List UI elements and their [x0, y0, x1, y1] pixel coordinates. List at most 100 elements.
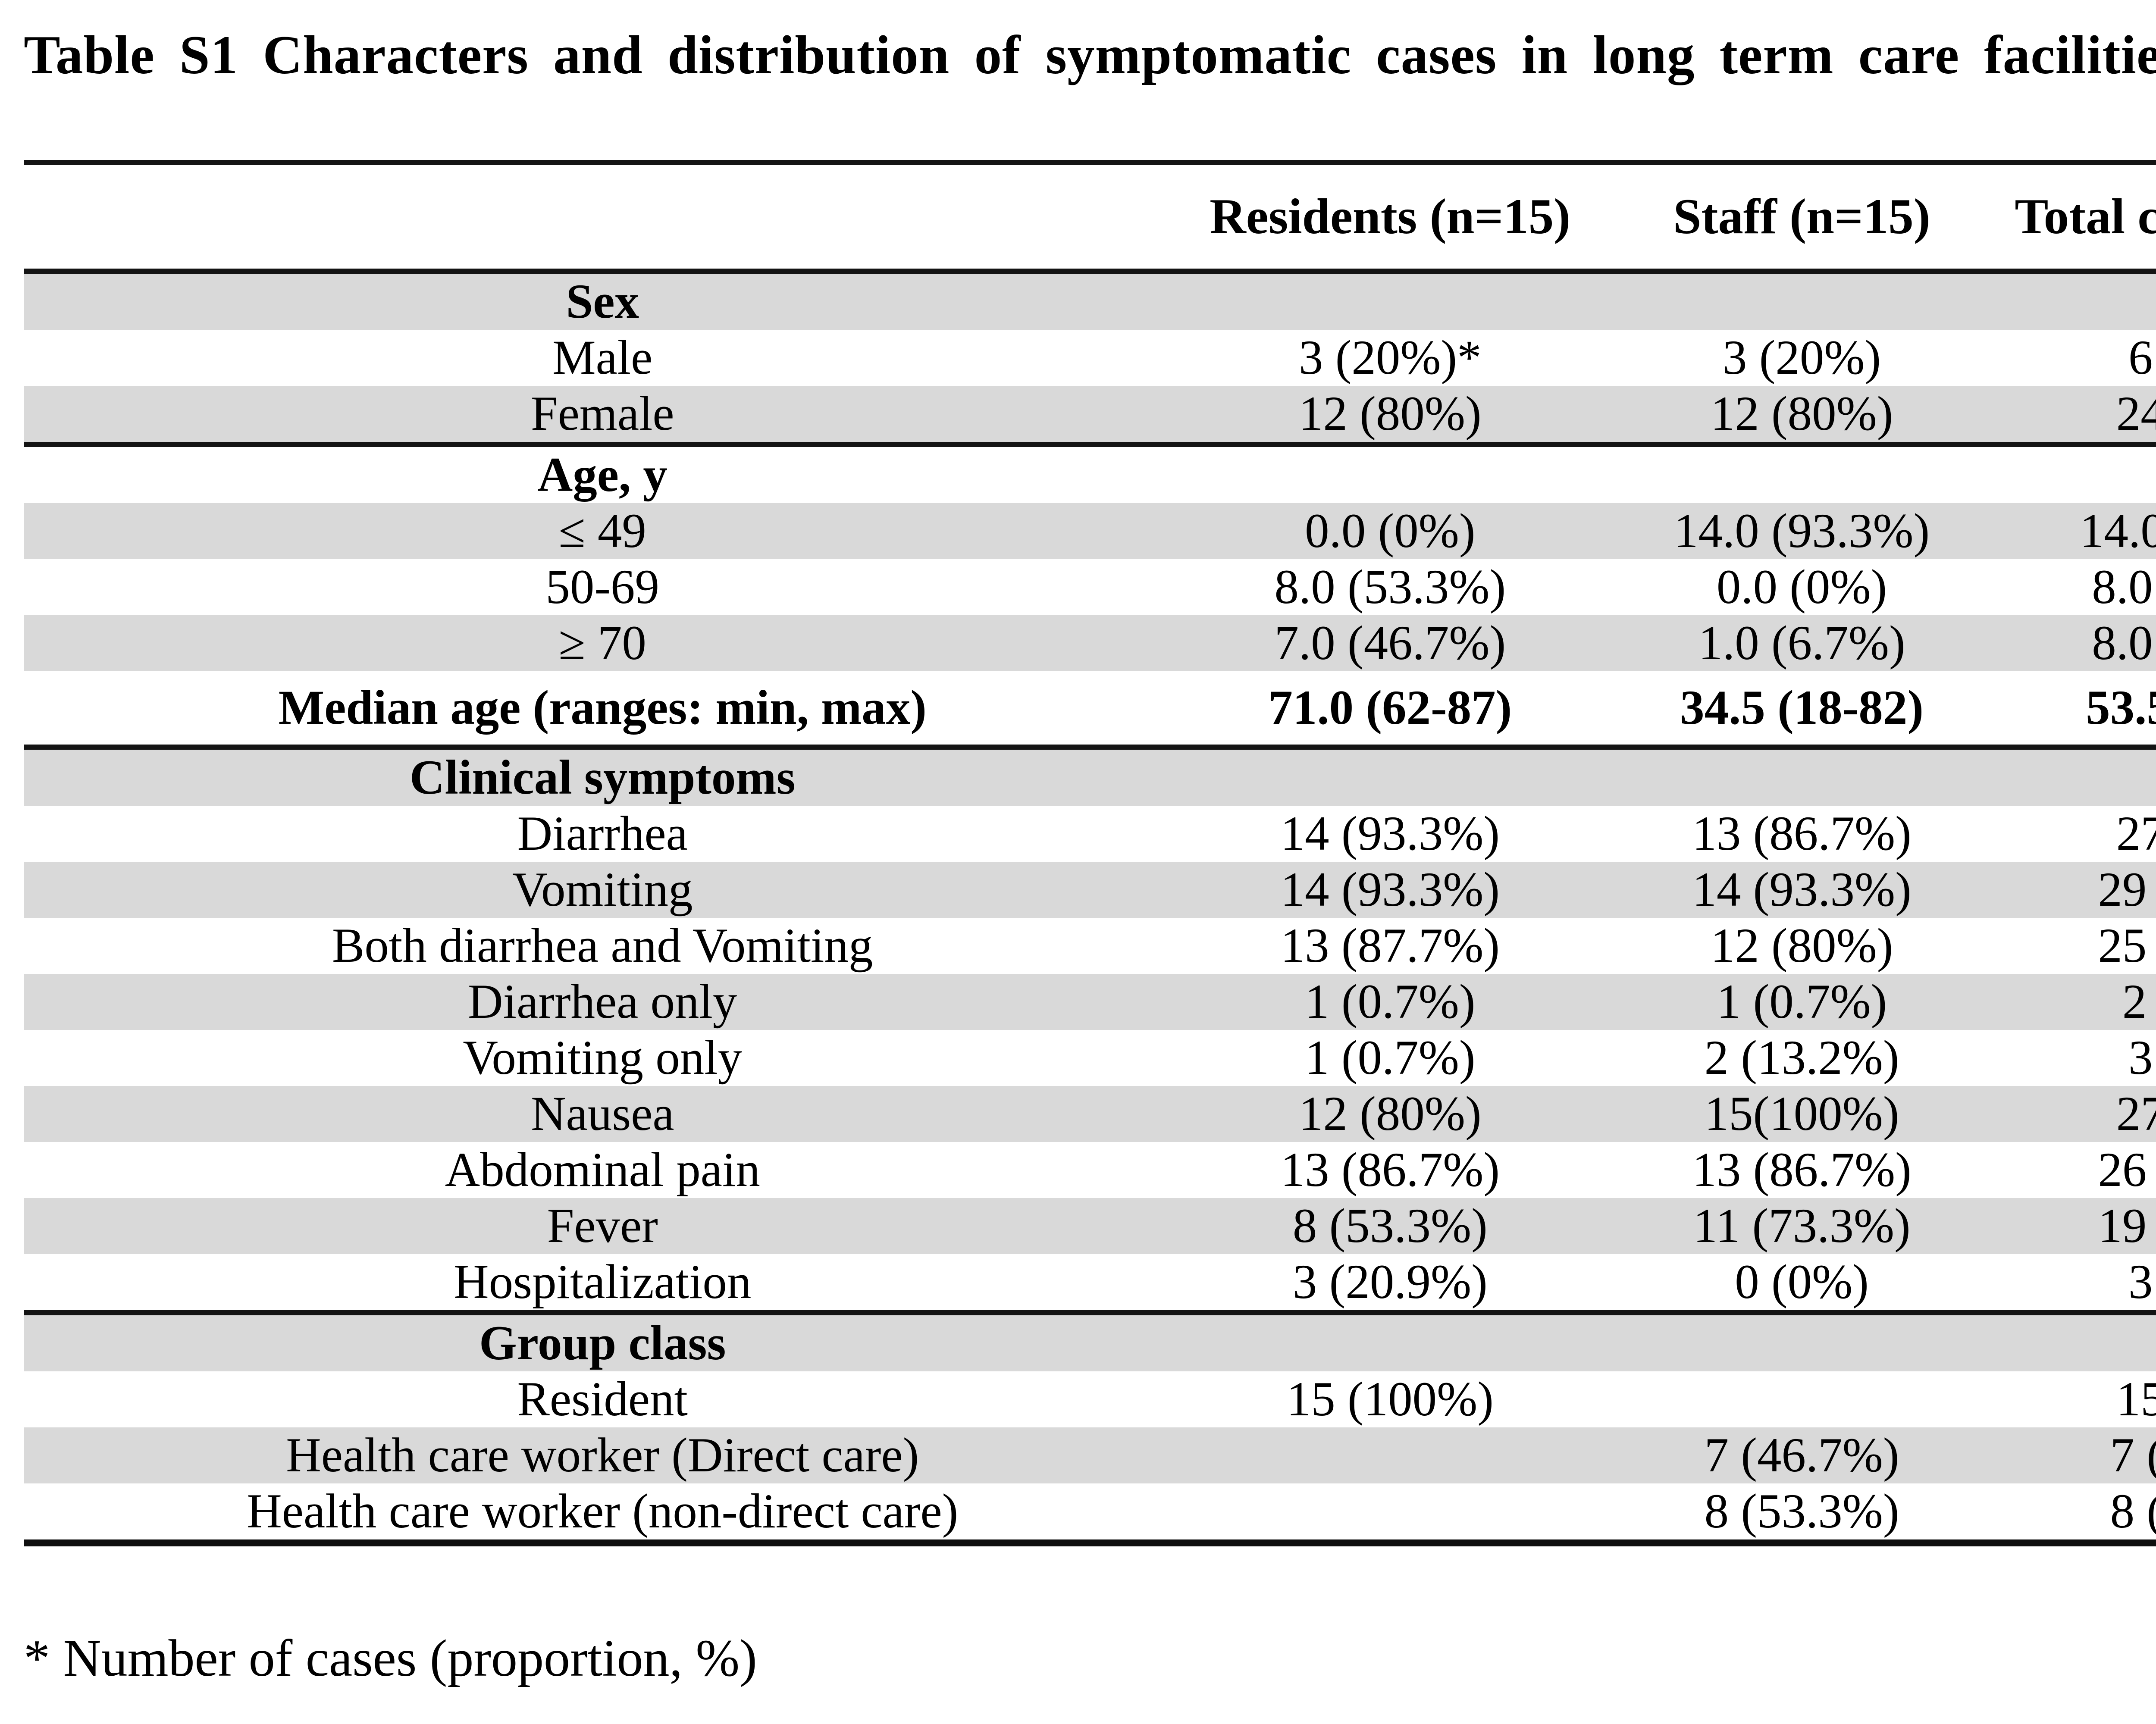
value-cell: 7 (46.7%) — [1599, 1427, 2005, 1484]
row-label: Resident — [24, 1371, 1181, 1428]
empty-cell — [1599, 1310, 2005, 1372]
row-label: Health care worker (Direct care) — [24, 1427, 1181, 1484]
characteristics-table: Residents (n=15) Staff (n=15) Total case… — [24, 160, 2156, 1547]
value-cell: 26 (86.7%) — [2005, 1142, 2156, 1198]
row-label: Male — [24, 330, 1181, 386]
value-cell: 19 (67.9%) — [2005, 1198, 2156, 1255]
value-cell: 14 (93.3%) — [1181, 806, 1599, 862]
value-cell: 3 (20%)* — [1181, 330, 1599, 386]
value-cell: 8 (53.3%) — [1599, 1483, 2005, 1547]
empty-cell — [1181, 271, 1599, 330]
row-label: Both diarrhea and Vomiting — [24, 918, 1181, 974]
value-cell — [1181, 1483, 1599, 1547]
value-cell: 14.0 (93.3%) — [1599, 503, 2005, 560]
value-cell: 0 (0%) — [1599, 1254, 2005, 1313]
value-cell: 27 (90%) — [2005, 1086, 2156, 1142]
section-header-row: Age, y — [24, 442, 2156, 504]
value-cell: 34.5 (18-82) — [1599, 671, 2005, 748]
row-label: Vomiting — [24, 862, 1181, 918]
section-title: Clinical symptoms — [24, 745, 1181, 806]
page: { "title": "Table S1 Characters and dist… — [0, 24, 2156, 1724]
row-label: Nausea — [24, 1086, 1181, 1142]
value-cell: 27 (90%) — [2005, 806, 2156, 862]
value-cell: 1 (0.7%) — [1599, 974, 2005, 1030]
value-cell: 1.0 (6.7%) — [1599, 615, 2005, 672]
column-header-staff: Staff (n=15) — [1599, 163, 2005, 274]
value-cell: 12 (80%) — [1181, 1086, 1599, 1142]
value-cell — [1599, 1371, 2005, 1428]
table-row: ≤ 490.0 (0%)14.0 (93.3%)14.0 (46.7%) — [24, 503, 2156, 560]
value-cell: 12 (80%) — [1181, 386, 1599, 445]
value-cell: 3 (20.9%) — [1181, 1254, 1599, 1313]
column-header-total: Total cases (n=30) — [2005, 163, 2156, 274]
value-cell: 15 (100%) — [1181, 1371, 1599, 1428]
section-header-row: Sex — [24, 271, 2156, 330]
row-label: Diarrhea only — [24, 974, 1181, 1030]
table-row: Median age (ranges: min, max) 71.0 (62-87… — [24, 671, 2156, 748]
section-title: Age, y — [24, 442, 1181, 504]
row-label: ≥ 70 — [24, 615, 1181, 672]
empty-cell — [1599, 745, 2005, 806]
empty-cell — [1181, 442, 1599, 504]
row-label: Diarrhea — [24, 806, 1181, 862]
value-cell: 2 (13.2%) — [1599, 1030, 2005, 1086]
empty-cell — [1181, 1310, 1599, 1372]
value-cell: 13 (86.7%) — [1181, 1142, 1599, 1198]
section-header-row: Group class — [24, 1310, 2156, 1372]
value-cell: 25 (83.3%) — [2005, 918, 2156, 974]
page-title: Table S1 Characters and distribution of … — [24, 25, 2156, 85]
value-cell: 8.0 (26.7%) — [2005, 559, 2156, 616]
empty-cell — [2005, 745, 2156, 806]
value-cell: 11 (73.3%) — [1599, 1198, 2005, 1255]
value-cell: 0.0 (0%) — [1181, 503, 1599, 560]
value-cell: 13 (86.7%) — [1599, 806, 2005, 862]
value-cell: 7 (25.0%) — [2005, 1427, 2156, 1484]
row-label: Abdominal pain — [24, 1142, 1181, 1198]
value-cell: 2 (6.7%) — [2005, 974, 2156, 1030]
section-title: Sex — [24, 271, 1181, 330]
row-label: Fever — [24, 1198, 1181, 1255]
value-cell: 3 (20%) — [1599, 330, 2005, 386]
table-row: ≥ 707.0 (46.7%)1.0 (6.7%)8.0 (26.7%) — [24, 615, 2156, 672]
table-row: Health care worker (non-direct care) 8 (5… — [24, 1483, 2156, 1547]
value-cell — [1181, 1427, 1599, 1484]
empty-cell — [2005, 442, 2156, 504]
value-cell: 0.0 (0%) — [1599, 559, 2005, 616]
value-cell: 15 (50%) — [2005, 1371, 2156, 1428]
value-cell: 13 (86.7%) — [1599, 1142, 2005, 1198]
value-cell: 71.0 (62-87) — [1181, 671, 1599, 748]
value-cell: 6 (20%) — [2005, 330, 2156, 386]
row-label: 50-69 — [24, 559, 1181, 616]
value-cell: 1 (0.7%) — [1181, 1030, 1599, 1086]
table-row: Health care worker (Direct care) 7 (46.7%… — [24, 1427, 2156, 1484]
empty-cell — [1181, 745, 1599, 806]
column-header-residents: Residents (n=15) — [1181, 163, 1599, 274]
row-label: Female — [24, 386, 1181, 445]
value-cell: 8.0 (26.7%) — [2005, 615, 2156, 672]
value-cell: 12 (80%) — [1599, 386, 2005, 445]
section-title: Group class — [24, 1310, 1181, 1372]
section-header-row: Clinical symptoms — [24, 745, 2156, 806]
row-label: ≤ 49 — [24, 503, 1181, 560]
column-header-empty — [24, 163, 1181, 274]
header-row: Residents (n=15) Staff (n=15) Total case… — [24, 163, 2156, 274]
row-label: Health care worker (non-direct care) — [24, 1483, 1181, 1547]
value-cell: 14 (93.3%) — [1599, 862, 2005, 918]
value-cell: 3 (10%) — [2005, 1030, 2156, 1086]
empty-cell — [2005, 271, 2156, 330]
value-cell: 14.0 (46.7%) — [2005, 503, 2156, 560]
value-cell: 14 (93.3%) — [1181, 862, 1599, 918]
row-label: Median age (ranges: min, max) — [24, 671, 1181, 748]
value-cell: 53.5 (18-87) — [2005, 671, 2156, 748]
empty-cell — [1599, 271, 2005, 330]
value-cell: 8 (53.3%) — [1181, 1198, 1599, 1255]
